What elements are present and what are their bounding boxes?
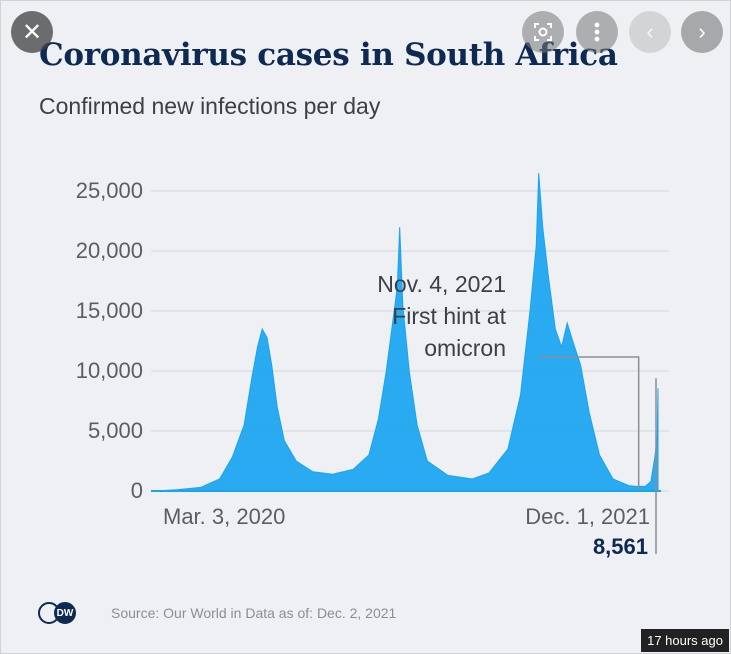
- series-area: [153, 173, 659, 492]
- annotation-omicron-text: Nov. 4, 2021: [377, 271, 506, 297]
- y-tick-label: 20,000: [76, 238, 143, 263]
- chart-subtitle: Confirmed new infections per day: [39, 93, 381, 119]
- timestamp-badge: 17 hours ago: [641, 629, 729, 652]
- y-tick-label: 10,000: [76, 358, 143, 383]
- dw-logo: DW: [38, 602, 80, 626]
- more-vertical-icon[interactable]: [576, 11, 618, 53]
- chevron-right-icon[interactable]: ›: [681, 11, 723, 53]
- last-value-label: 8,561: [593, 534, 648, 559]
- source-note: Source: Our World in Data as of: Dec. 2,…: [111, 605, 397, 621]
- chart-title: Coronavirus cases in South Africa: [39, 37, 618, 73]
- annotation-omicron-text: First hint at: [392, 303, 506, 329]
- annotation-leader-line: [538, 356, 640, 489]
- x-tick-label: Mar. 3, 2020: [163, 504, 285, 529]
- y-tick-label: 15,000: [76, 298, 143, 323]
- chart-plot: 0 5,000 10,000 15,000 20,000 25,000 Mar. 3, 20…: [76, 173, 669, 559]
- x-tick-label: Dec. 1, 2021: [525, 504, 650, 529]
- close-icon[interactable]: ✕: [11, 11, 53, 53]
- y-tick-label: 5,000: [88, 418, 143, 443]
- chevron-left-icon[interactable]: ‹: [629, 11, 671, 53]
- dw-logo-mark: DW: [54, 602, 76, 624]
- lens-icon-glyph: [534, 23, 552, 41]
- more-vertical-glyph: [594, 22, 600, 42]
- y-tick-label: 0: [131, 478, 143, 503]
- y-tick-label: 25,000: [76, 178, 143, 203]
- lens-icon[interactable]: [522, 11, 564, 53]
- annotation-omicron-text: omicron: [424, 335, 506, 361]
